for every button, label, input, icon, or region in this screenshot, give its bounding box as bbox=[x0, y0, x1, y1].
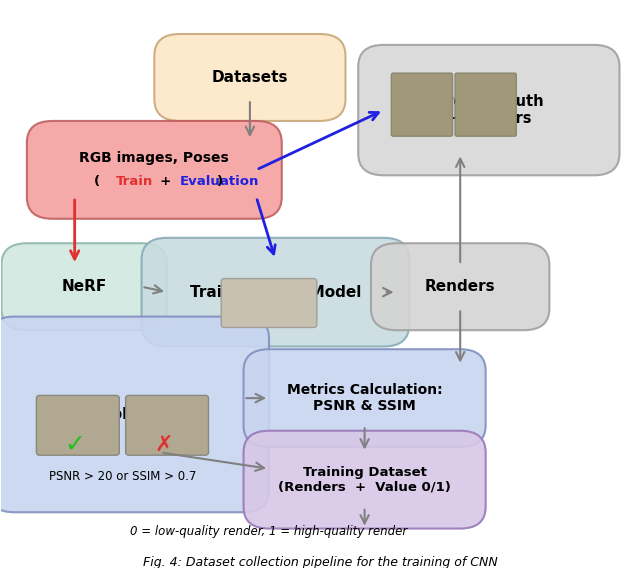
FancyBboxPatch shape bbox=[221, 278, 317, 328]
Text: Fig. 4: Dataset collection pipeline for the training of CNN: Fig. 4: Dataset collection pipeline for … bbox=[143, 556, 497, 568]
Text: ): ) bbox=[217, 176, 223, 189]
FancyBboxPatch shape bbox=[36, 395, 119, 455]
FancyBboxPatch shape bbox=[371, 243, 549, 330]
FancyBboxPatch shape bbox=[154, 34, 346, 121]
Text: +: + bbox=[151, 176, 180, 189]
FancyBboxPatch shape bbox=[392, 73, 452, 136]
Text: RGB images, Poses: RGB images, Poses bbox=[79, 151, 229, 165]
Text: Ground Truth
+ Renders: Ground Truth + Renders bbox=[434, 94, 543, 126]
Text: ✗: ✗ bbox=[155, 435, 173, 454]
Text: PSNR > 20 or SSIM > 0.7: PSNR > 20 or SSIM > 0.7 bbox=[49, 470, 196, 483]
FancyBboxPatch shape bbox=[1, 243, 167, 330]
FancyBboxPatch shape bbox=[455, 73, 516, 136]
FancyBboxPatch shape bbox=[141, 238, 409, 346]
Text: ✓: ✓ bbox=[64, 432, 85, 456]
Text: Datasets: Datasets bbox=[212, 70, 288, 85]
Text: Metrics Calculation:
PSNR & SSIM: Metrics Calculation: PSNR & SSIM bbox=[287, 383, 442, 414]
Text: Threshold Setting: Threshold Setting bbox=[54, 407, 203, 422]
Text: Evaluation: Evaluation bbox=[180, 176, 259, 189]
Text: Training Dataset
(Renders  +  Value 0/1): Training Dataset (Renders + Value 0/1) bbox=[278, 466, 451, 494]
FancyBboxPatch shape bbox=[0, 316, 269, 512]
FancyBboxPatch shape bbox=[27, 121, 282, 219]
Text: (: ( bbox=[94, 176, 100, 189]
Text: 0 = low-quality render, 1 = high-quality render: 0 = low-quality render, 1 = high-quality… bbox=[131, 525, 408, 538]
FancyBboxPatch shape bbox=[125, 395, 209, 455]
Text: Trained NeRF Model: Trained NeRF Model bbox=[189, 285, 361, 300]
FancyBboxPatch shape bbox=[358, 45, 620, 176]
FancyBboxPatch shape bbox=[244, 431, 486, 529]
FancyBboxPatch shape bbox=[244, 349, 486, 447]
Text: NeRF: NeRF bbox=[61, 279, 107, 294]
Text: Train: Train bbox=[116, 176, 154, 189]
Text: Renders: Renders bbox=[425, 279, 495, 294]
